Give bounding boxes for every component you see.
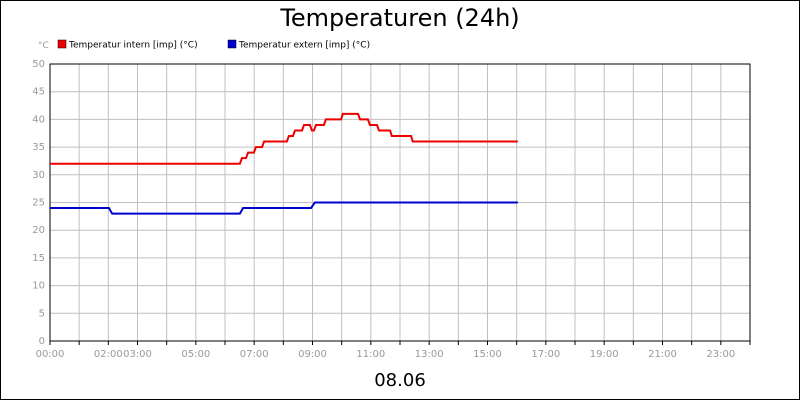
chart-title: Temperaturen (24h) [279,4,519,32]
x-tick-label: 09:00 [298,349,327,360]
x-tick-label: 02:00 [94,349,123,360]
x-tick-label: 00:00 [36,349,65,360]
x-tick-label: 15:00 [473,349,502,360]
series-line [50,201,518,215]
plot-border [49,63,751,342]
legend-label: Temperatur extern [imp] (°C) [238,41,370,51]
x-tick-label: 03:00 [123,349,152,360]
y-tick-label: 0 [39,336,45,347]
x-tick-label: 17:00 [531,349,560,360]
y-tick-label: 10 [32,281,45,292]
y-tick-label: 15 [32,253,45,264]
y-tick-label: 20 [32,225,45,236]
x-tick-label: 19:00 [590,349,619,360]
legend-swatch [227,39,237,49]
y-tick-label: 25 [32,198,45,209]
y-tick-label: 40 [32,114,45,125]
x-axis-label: 08.06 [374,370,426,391]
x-tick-label: 05:00 [181,349,210,360]
x-tick-label: 21:00 [648,349,677,360]
legend-swatch [57,39,67,49]
y-tick-label: 45 [32,87,45,98]
y-tick-label: 30 [32,170,45,181]
y-tick-label: 50 [32,59,45,70]
x-tick-label: 13:00 [415,349,444,360]
legend-label: Temperatur intern [imp] (°C) [68,41,198,51]
x-tick-label: 11:00 [356,349,385,360]
y-tick-label: 35 [32,142,45,153]
x-tick-label: 07:00 [240,349,269,360]
x-tick-label: 23:00 [706,349,735,360]
y-axis-label: °C [38,41,49,51]
y-tick-label: 5 [39,308,45,319]
series-line [50,112,518,165]
